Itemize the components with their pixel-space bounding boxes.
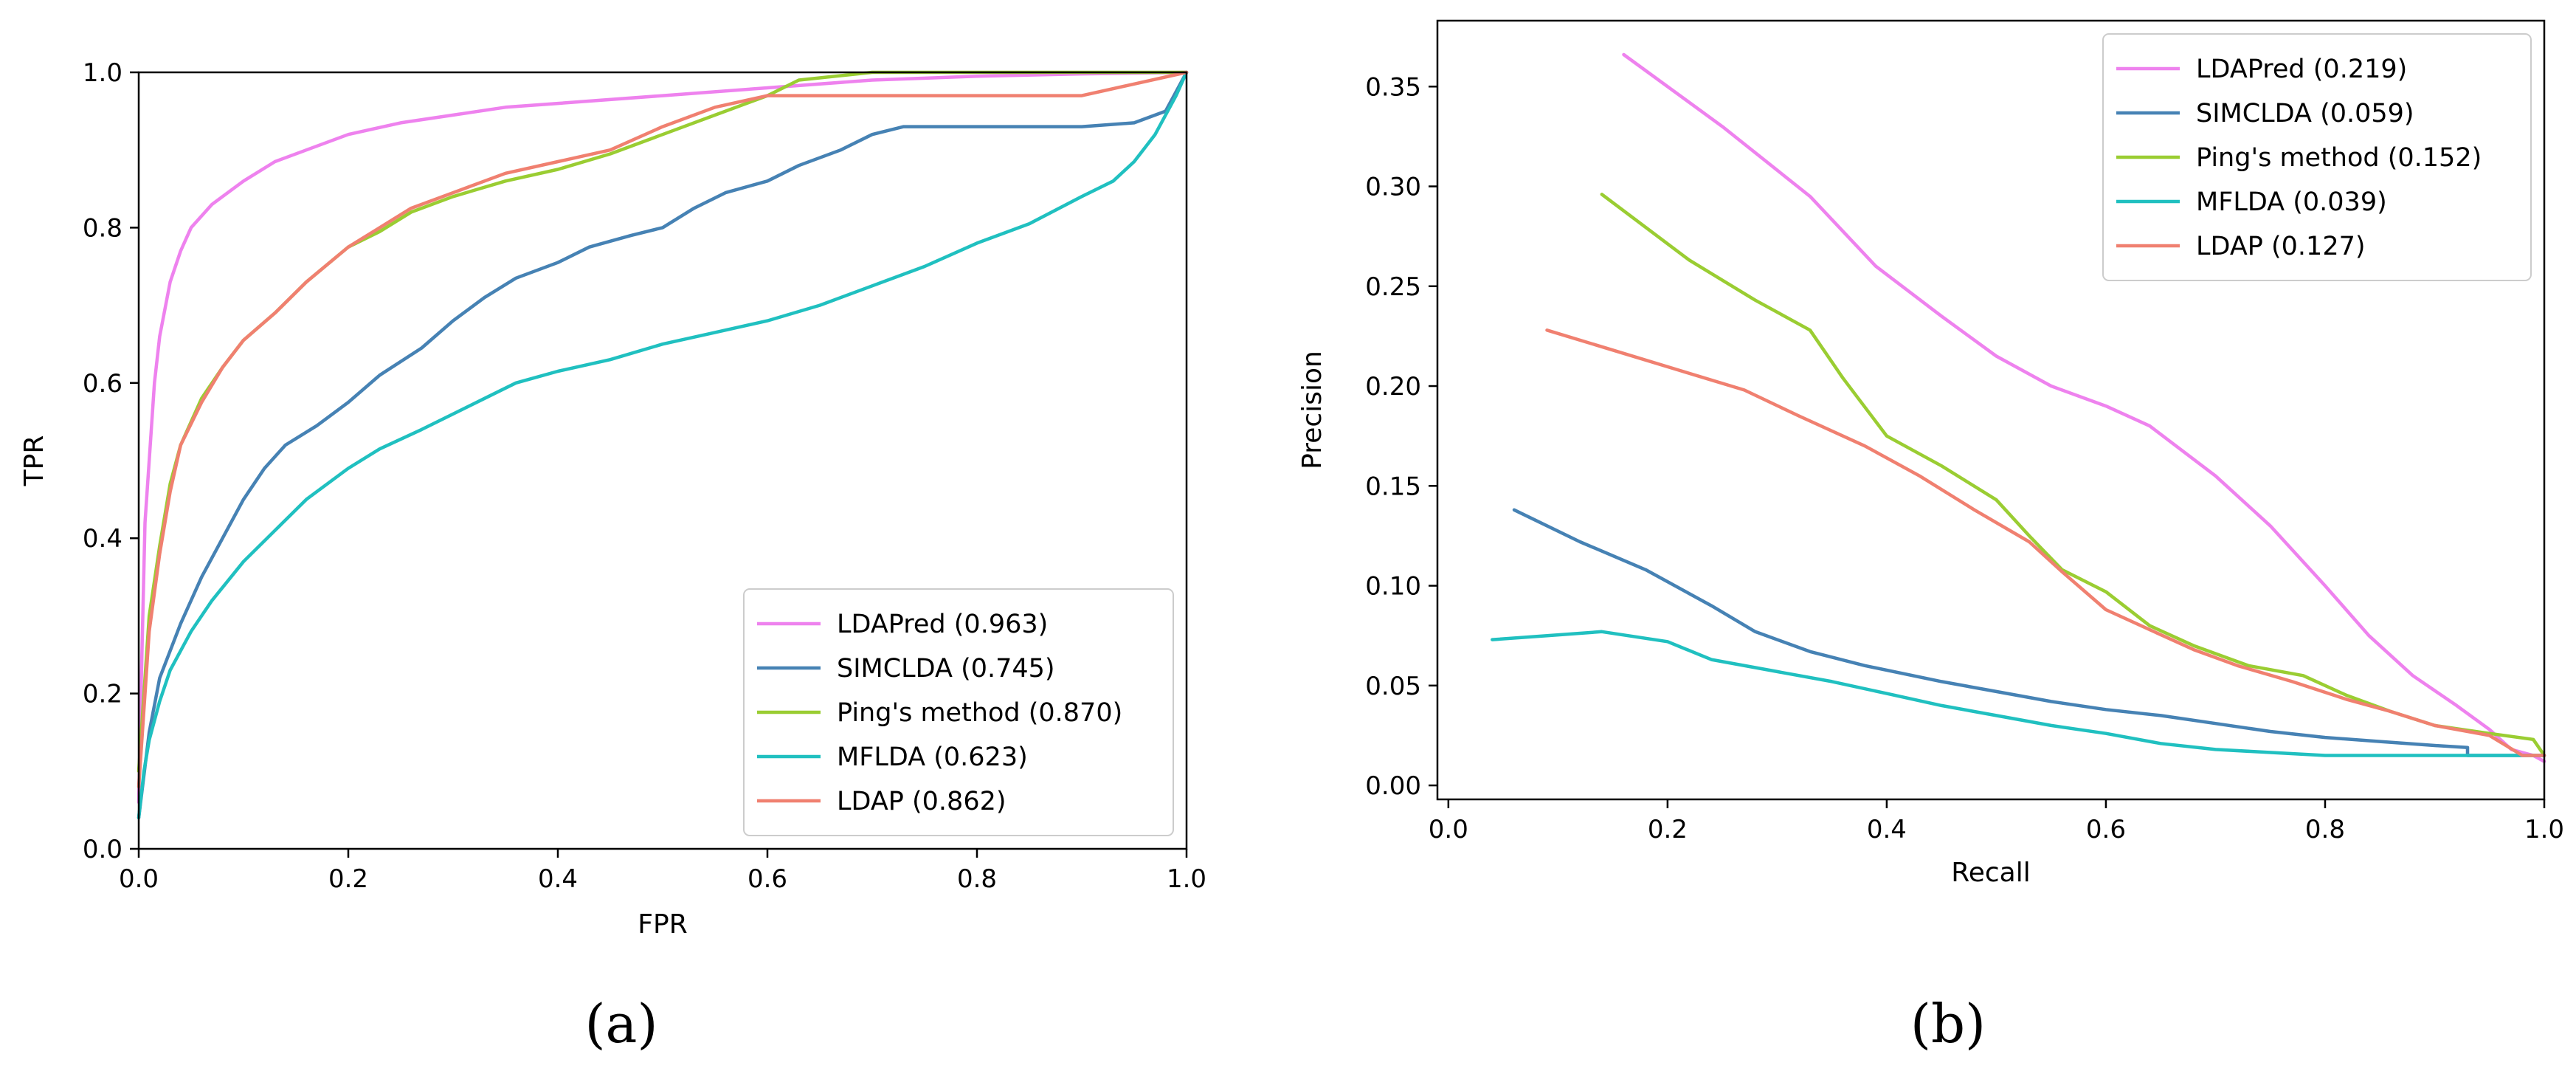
roc-y-tick-label: 0.6 bbox=[83, 369, 122, 399]
roc-series-line-4 bbox=[137, 70, 1189, 789]
pr-y-tick-label: 0.00 bbox=[1365, 771, 1421, 801]
pr-x-tick-label: 0.0 bbox=[1429, 815, 1468, 844]
pr-y-tick-label: 0.35 bbox=[1365, 72, 1421, 102]
pr-series-line-3 bbox=[1491, 630, 2546, 757]
roc-y-tick-label: 0.8 bbox=[83, 213, 122, 243]
roc-legend-entry: Ping's method (0.870) bbox=[837, 698, 1122, 728]
pr-legend-entry: LDAPred (0.219) bbox=[2196, 55, 2407, 84]
pr-x-tick-label: 0.8 bbox=[2305, 815, 2345, 844]
roc-series-lines bbox=[137, 70, 1189, 820]
panel-label-a: (a) bbox=[584, 993, 657, 1055]
roc-x-tick-label: 0.6 bbox=[747, 864, 787, 894]
pr-y-tick-label: 0.30 bbox=[1365, 173, 1421, 202]
roc-chart-panel: 0.0 0.2 0.4 0.6 0.8 1.0 0.0 0.2 0.4 0.6 0.8 1.0 FPR… bbox=[19, 58, 1206, 1055]
pr-y-tick-label: 0.05 bbox=[1365, 672, 1421, 701]
roc-legend-entry: SIMCLDA (0.745) bbox=[837, 654, 1055, 683]
pr-chart-panel: 0.0 0.2 0.4 0.6 0.8 1.0 0.00 0.05 0.10 0.15 0.20 0.… bbox=[1297, 19, 2564, 1055]
roc-x-axis-label: FPR bbox=[638, 909, 687, 940]
pr-axis-ticks: 0.0 0.2 0.4 0.6 0.8 1.0 0.00 0.05 0.10 0.15 0.20 0.… bbox=[1365, 72, 2564, 844]
roc-legend-entry: MFLDA (0.623) bbox=[837, 743, 1028, 772]
roc-y-tick-label: 0.0 bbox=[83, 835, 122, 864]
pr-legend-box bbox=[2102, 33, 2532, 281]
roc-x-tick-label: 0.4 bbox=[538, 864, 578, 894]
pr-series-line-1 bbox=[1512, 508, 2546, 757]
roc-x-tick-label: 0.0 bbox=[119, 864, 159, 894]
roc-y-tick-label: 0.4 bbox=[83, 524, 122, 554]
roc-plot-frame bbox=[137, 71, 1188, 850]
pr-y-tick-label: 0.10 bbox=[1365, 572, 1421, 602]
roc-y-tick-label: 0.2 bbox=[83, 680, 122, 709]
pr-legend-entry: Ping's method (0.152) bbox=[2196, 143, 2482, 173]
pr-y-tick-label: 0.25 bbox=[1365, 272, 1421, 302]
pr-y-tick-label: 0.20 bbox=[1365, 372, 1421, 402]
roc-y-tick-label: 1.0 bbox=[83, 58, 122, 88]
roc-legend: LDAPred (0.963) SIMCLDA (0.745) Ping's met… bbox=[743, 588, 1174, 836]
roc-series-line-1 bbox=[137, 70, 1189, 820]
pr-x-tick-label: 0.2 bbox=[1648, 815, 1688, 844]
roc-legend-box bbox=[743, 588, 1174, 836]
roc-axis-ticks: 0.0 0.2 0.4 0.6 0.8 1.0 0.0 0.2 0.4 0.6 0.8 1.0 bbox=[83, 58, 1206, 894]
pr-legend-entry: MFLDA (0.039) bbox=[2196, 187, 2387, 217]
pr-legend-entry: SIMCLDA (0.059) bbox=[2196, 99, 2414, 128]
roc-series-line-3 bbox=[137, 70, 1189, 820]
pr-series-lines bbox=[1491, 52, 2546, 763]
pr-legend-entry: LDAP (0.127) bbox=[2196, 232, 2366, 261]
roc-x-tick-label: 0.2 bbox=[328, 864, 368, 894]
pr-plot-frame bbox=[1436, 19, 2546, 801]
pr-x-tick-label: 0.6 bbox=[2086, 815, 2126, 844]
panel-label-b: (b) bbox=[1910, 993, 1986, 1055]
pr-series-line-4 bbox=[1545, 328, 2546, 757]
roc-x-tick-label: 1.0 bbox=[1167, 864, 1206, 894]
pr-x-tick-label: 1.0 bbox=[2524, 815, 2564, 844]
roc-x-tick-label: 0.8 bbox=[957, 864, 997, 894]
pr-x-axis-label: Recall bbox=[1951, 858, 2030, 888]
pr-legend: LDAPred (0.219) SIMCLDA (0.059) Ping's met… bbox=[2102, 33, 2532, 281]
pr-series-line-0 bbox=[1622, 52, 2546, 763]
roc-legend-entry: LDAP (0.862) bbox=[837, 787, 1006, 816]
pr-y-tick-label: 0.15 bbox=[1365, 472, 1421, 501]
roc-y-axis-label: TPR bbox=[19, 435, 49, 487]
roc-legend-entry: LDAPred (0.963) bbox=[837, 610, 1048, 639]
pr-y-axis-label: Precision bbox=[1297, 351, 1327, 469]
pr-x-tick-label: 0.4 bbox=[1867, 815, 1907, 844]
